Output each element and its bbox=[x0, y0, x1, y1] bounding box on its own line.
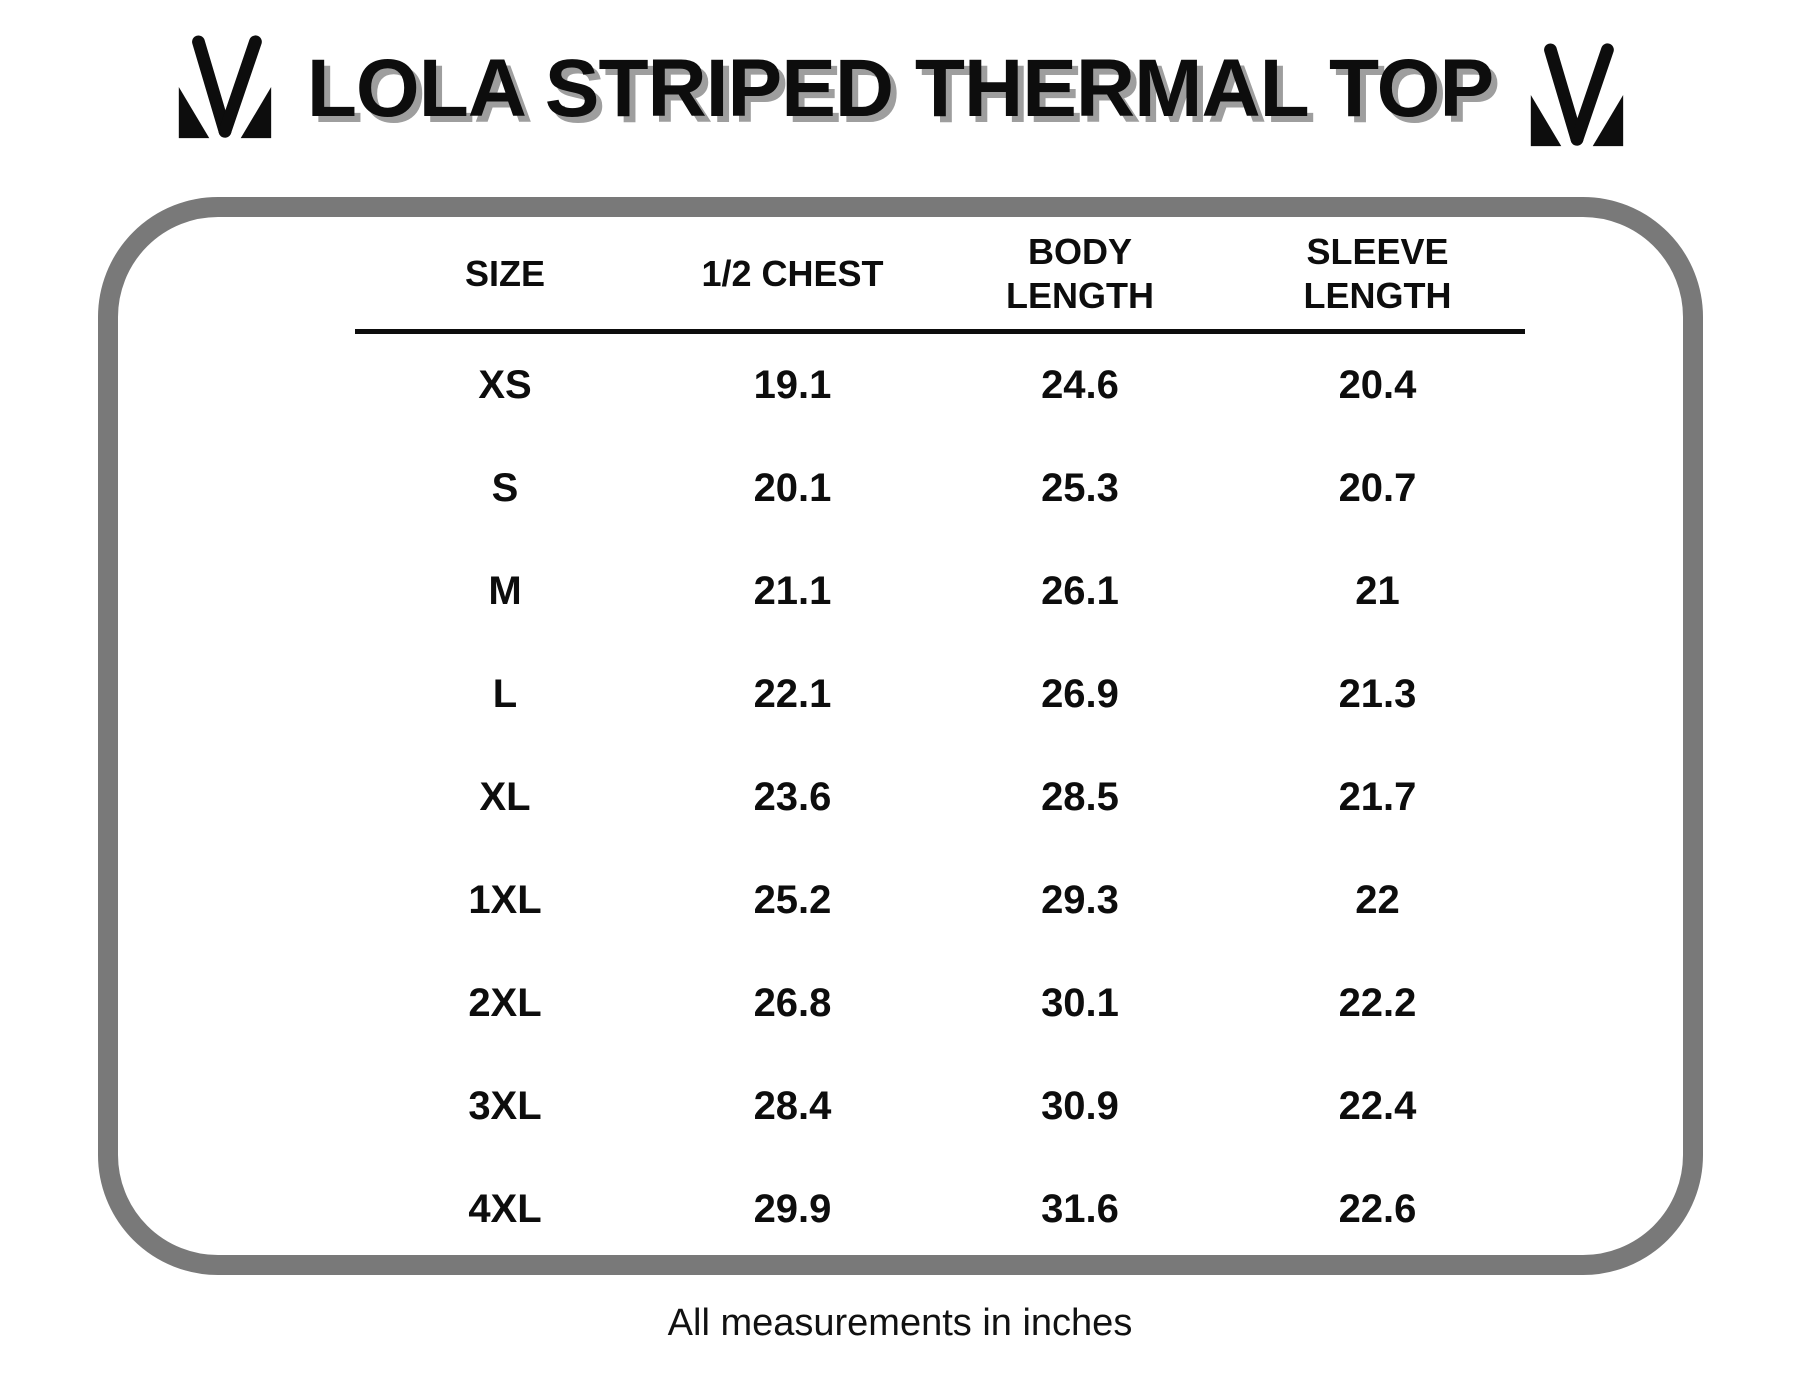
size-cell: XL bbox=[479, 775, 531, 819]
column-header-size: SIZE bbox=[464, 253, 545, 295]
sleeve-length-cell: 22.6 bbox=[1338, 1187, 1417, 1231]
mv-monogram-icon bbox=[165, 33, 283, 145]
sleeve-length-cell: 20.4 bbox=[1338, 363, 1417, 407]
table-row: L 22.1 26.9 21.3 bbox=[355, 643, 1525, 746]
half-chest-cell: 21.1 bbox=[753, 569, 832, 613]
body-length-cell: 30.9 bbox=[1041, 1084, 1119, 1128]
column-header-body-length: BODY LENGTH bbox=[1006, 231, 1154, 316]
sleeve-length-cell: 20.7 bbox=[1338, 466, 1417, 510]
half-chest-cell: 28.4 bbox=[753, 1084, 832, 1128]
body-length-cell: 29.3 bbox=[1041, 878, 1119, 922]
column-header-half-chest: 1/2 CHEST bbox=[701, 253, 884, 295]
body-length-cell: 31.6 bbox=[1041, 1187, 1119, 1231]
half-chest-cell: 20.1 bbox=[753, 466, 832, 510]
table-row: XS 19.1 24.6 20.4 bbox=[355, 334, 1525, 437]
footer-note: All measurements in inches bbox=[667, 1302, 1133, 1344]
body-length-cell: 24.6 bbox=[1041, 363, 1119, 407]
body-length-cell: 26.9 bbox=[1041, 672, 1119, 716]
table-row: S 20.1 25.3 20.7 bbox=[355, 437, 1525, 540]
half-chest-cell: 25.2 bbox=[753, 878, 832, 922]
size-cell: 1XL bbox=[468, 878, 542, 922]
sleeve-length-cell: 21.3 bbox=[1338, 672, 1417, 716]
table-row: M 21.1 26.1 21 bbox=[355, 540, 1525, 643]
half-chest-cell: 23.6 bbox=[753, 775, 832, 819]
body-length-cell: 30.1 bbox=[1041, 981, 1119, 1025]
table-row: 2XL 26.8 30.1 22.2 bbox=[355, 952, 1525, 1055]
table-header-row: SIZE 1/2 CHEST BODY LENGTH SLEEVE LENGTH bbox=[355, 223, 1525, 325]
table-row: 3XL 28.4 30.9 22.4 bbox=[355, 1055, 1525, 1158]
page-header: LOLA STRIPED THERMAL TOP bbox=[0, 25, 1800, 153]
sleeve-length-cell: 21.7 bbox=[1338, 775, 1417, 819]
body-length-cell: 28.5 bbox=[1041, 775, 1119, 819]
header-divider bbox=[355, 329, 1525, 334]
size-cell: 2XL bbox=[468, 981, 542, 1025]
half-chest-cell: 26.8 bbox=[753, 981, 832, 1025]
size-chart-table: SIZE 1/2 CHEST BODY LENGTH SLEEVE LENGTH… bbox=[355, 223, 1525, 1261]
half-chest-cell: 22.1 bbox=[753, 672, 832, 716]
size-cell: M bbox=[488, 569, 522, 613]
sleeve-length-cell: 22 bbox=[1355, 878, 1400, 922]
size-cell: 3XL bbox=[468, 1084, 542, 1128]
size-cell: XS bbox=[478, 363, 532, 407]
size-cell: S bbox=[491, 466, 519, 510]
table-row: XL 23.6 28.5 21.7 bbox=[355, 746, 1525, 849]
sleeve-length-cell: 22.2 bbox=[1338, 981, 1417, 1025]
table-row: 4XL 29.9 31.6 22.6 bbox=[355, 1158, 1525, 1261]
page-title: LOLA STRIPED THERMAL TOP bbox=[306, 43, 1494, 134]
body-length-cell: 26.1 bbox=[1041, 569, 1119, 613]
column-header-sleeve-length: SLEEVE LENGTH bbox=[1303, 231, 1452, 316]
size-cell: 4XL bbox=[468, 1187, 542, 1231]
sleeve-length-cell: 22.4 bbox=[1338, 1084, 1417, 1128]
mv-monogram-icon bbox=[1517, 41, 1635, 153]
table-body: XS 19.1 24.6 20.4 S 20.1 25.3 20.7 M 21.… bbox=[355, 334, 1525, 1261]
half-chest-cell: 29.9 bbox=[753, 1187, 832, 1231]
table-row: 1XL 25.2 29.3 22 bbox=[355, 849, 1525, 952]
body-length-cell: 25.3 bbox=[1041, 466, 1119, 510]
sleeve-length-cell: 21 bbox=[1355, 569, 1400, 613]
size-chart-frame: SIZE 1/2 CHEST BODY LENGTH SLEEVE LENGTH… bbox=[98, 197, 1703, 1275]
half-chest-cell: 19.1 bbox=[753, 363, 832, 407]
size-cell: L bbox=[492, 672, 518, 716]
